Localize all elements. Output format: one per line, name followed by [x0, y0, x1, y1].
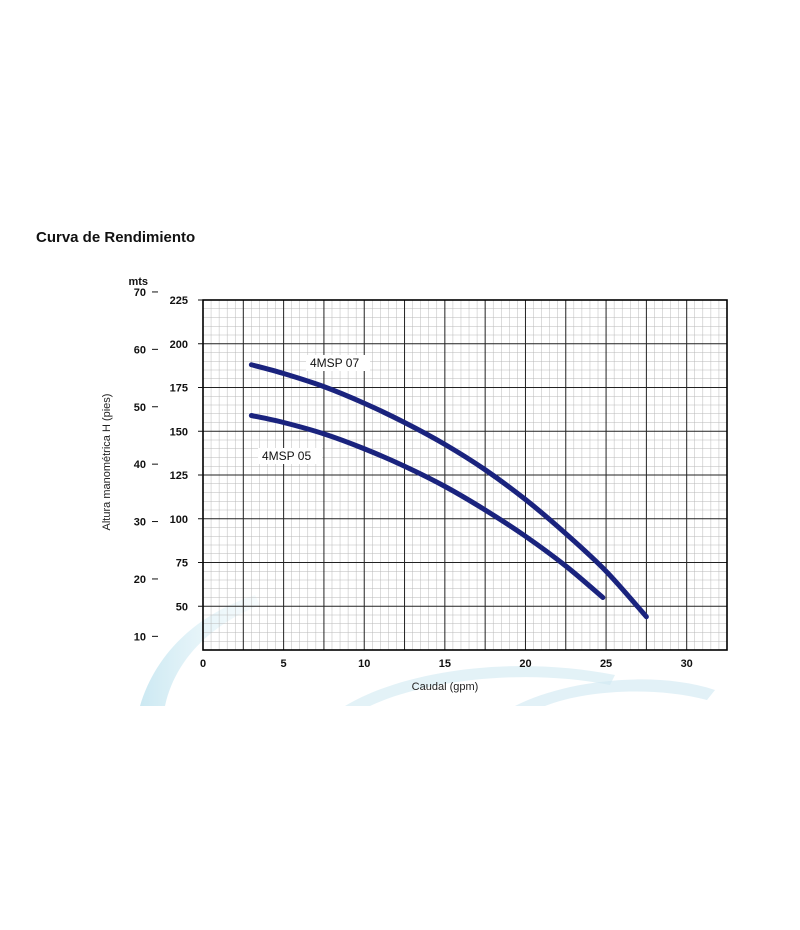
series-label: 4MSP 07 [310, 356, 359, 370]
y2-tick-label: 50 [134, 402, 146, 414]
y2-tick-label: 70 [134, 287, 146, 299]
x-axis-ticks: 0 5 10 15 20 25 30 [200, 658, 693, 670]
y-tick-label: 100 [170, 514, 188, 526]
x-axis-label: Caudal (gpm) [412, 681, 479, 693]
y2-tick-label: 60 [134, 344, 146, 356]
x-tick-label: 30 [681, 658, 693, 670]
y-tick-label: 125 [170, 470, 188, 482]
y-tick-label: 225 [170, 295, 188, 307]
y-tick-label: 75 [176, 558, 188, 570]
y2-tick-label: 30 [134, 517, 146, 529]
y-axis-label: Altura manométrica H (pies) [101, 394, 113, 531]
y-tick-label: 150 [170, 426, 188, 438]
y-tick-label: 50 [176, 601, 188, 613]
x-tick-label: 0 [200, 658, 206, 670]
series-layer: 4MSP 07 4MSP 05 [248, 355, 649, 620]
x-tick-label: 20 [519, 658, 531, 670]
y2-tick-label: 40 [134, 459, 146, 471]
y-tick-label: 175 [170, 383, 188, 395]
y2-tick-label: 20 [134, 574, 146, 586]
water-swirl-watermark [95, 560, 735, 706]
series-label-background [258, 448, 322, 464]
page-title: Curva de Rendimiento [36, 229, 196, 246]
x-tick-label: 25 [600, 658, 612, 670]
y2-unit-label: mts [128, 276, 148, 288]
y2-axis-ticks: 10 20 30 40 50 60 70 [134, 287, 158, 643]
x-tick-label: 10 [358, 658, 370, 670]
x-tick-label: 15 [439, 658, 451, 670]
x-tick-label: 5 [281, 658, 287, 670]
series-label-background [306, 355, 370, 371]
series-label: 4MSP 05 [262, 449, 311, 463]
y2-tick-label: 10 [134, 631, 146, 643]
series-line [248, 362, 649, 620]
y-axis-ticks: 50 75 100 125 150 175 200 225 [170, 295, 203, 613]
y-tick-label: 200 [170, 339, 188, 351]
series-line [248, 413, 606, 600]
